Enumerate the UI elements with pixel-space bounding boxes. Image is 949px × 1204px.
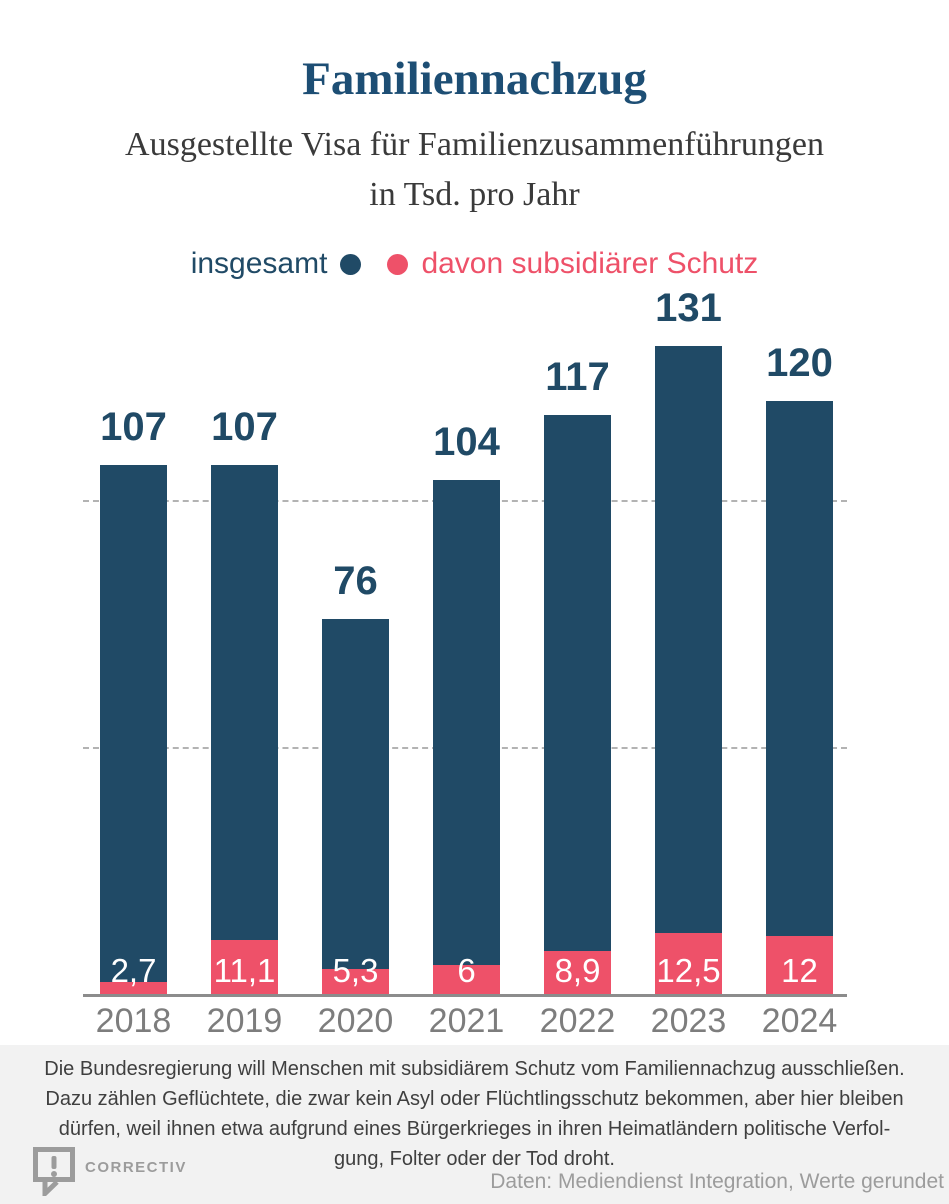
- chart-legend: insgesamt davon subsidiärer Schutz: [0, 247, 949, 281]
- year-label: 2021: [428, 1002, 505, 1040]
- legend-item-total: insgesamt: [191, 247, 362, 281]
- bar-value-label: 107: [100, 405, 167, 449]
- bar-total: [655, 346, 722, 995]
- year-label: 2022: [539, 1002, 616, 1040]
- year-label: 2023: [650, 1002, 727, 1040]
- year-label: 2024: [761, 1002, 838, 1040]
- bar-subsidiary: [100, 982, 167, 995]
- speech-bubble-exclamation-icon: [33, 1147, 75, 1196]
- legend-item-subsidiary: davon subsidiärer Schutz: [387, 247, 758, 281]
- correctiv-logo: CORRECTIV: [32, 1146, 187, 1196]
- page-title: Familiennachzug: [302, 53, 647, 105]
- bar-subsidiary-label: 5,3: [332, 952, 379, 989]
- bar-total: [766, 401, 833, 995]
- legend-total-label: insgesamt: [190, 247, 328, 280]
- bar-subsidiary: [766, 936, 833, 995]
- year-label: 2018: [95, 1002, 172, 1040]
- bar-subsidiary-label: 12: [781, 952, 818, 989]
- bar-subsidiary: [211, 940, 278, 995]
- bar-total: [322, 619, 389, 995]
- year-label: 2019: [206, 1002, 283, 1040]
- logo-wordmark: CORRECTIV: [85, 1159, 187, 1176]
- x-axis-line: [83, 994, 847, 997]
- source-attribution: Daten: Mediendienst Integration, Werte g…: [490, 1170, 944, 1193]
- bar-subsidiary: [322, 969, 389, 995]
- bar-total: [544, 415, 611, 995]
- bar-value-label: 104: [433, 420, 500, 464]
- total-dot-icon: [340, 253, 362, 275]
- bar-subsidiary-label: 6: [457, 952, 476, 989]
- legend-subsidiary-label: davon subsidiärer Schutz: [421, 247, 759, 280]
- bar-value-label: 120: [766, 341, 833, 385]
- subtitle-line-1: Ausgestellte Visa für Familienzusammenfü…: [125, 126, 824, 163]
- bar-subsidiary: [655, 933, 722, 995]
- bar-value-label: 107: [211, 405, 278, 449]
- year-label: 2020: [317, 1002, 394, 1040]
- bar-subsidiary-label: 2,7: [110, 952, 157, 989]
- footer-note-wrap: Die Bundesregierung will Menschen mit su…: [0, 1054, 949, 1174]
- subtitle-line-2: in Tsd. pro Jahr: [369, 176, 580, 213]
- bar-value-label: 76: [333, 559, 378, 603]
- bar-subsidiary: [544, 951, 611, 995]
- footer-panel: Die Bundesregierung will Menschen mit su…: [0, 1045, 949, 1204]
- bar-value-label: 131: [655, 286, 722, 330]
- bar-total: [211, 465, 278, 995]
- bar-total: [100, 465, 167, 995]
- bar-total: [433, 480, 500, 995]
- bar-subsidiary: [433, 965, 500, 995]
- bar-subsidiary-label: 8,9: [554, 952, 601, 989]
- footer-note: Die Bundesregierung will Menschen mit su…: [44, 1058, 905, 1170]
- bar-subsidiary-label: 11,1: [213, 952, 276, 989]
- bar-value-label: 117: [545, 355, 610, 399]
- bar-subsidiary-label: 12,5: [656, 952, 721, 989]
- subsidiary-dot-icon: [387, 253, 409, 275]
